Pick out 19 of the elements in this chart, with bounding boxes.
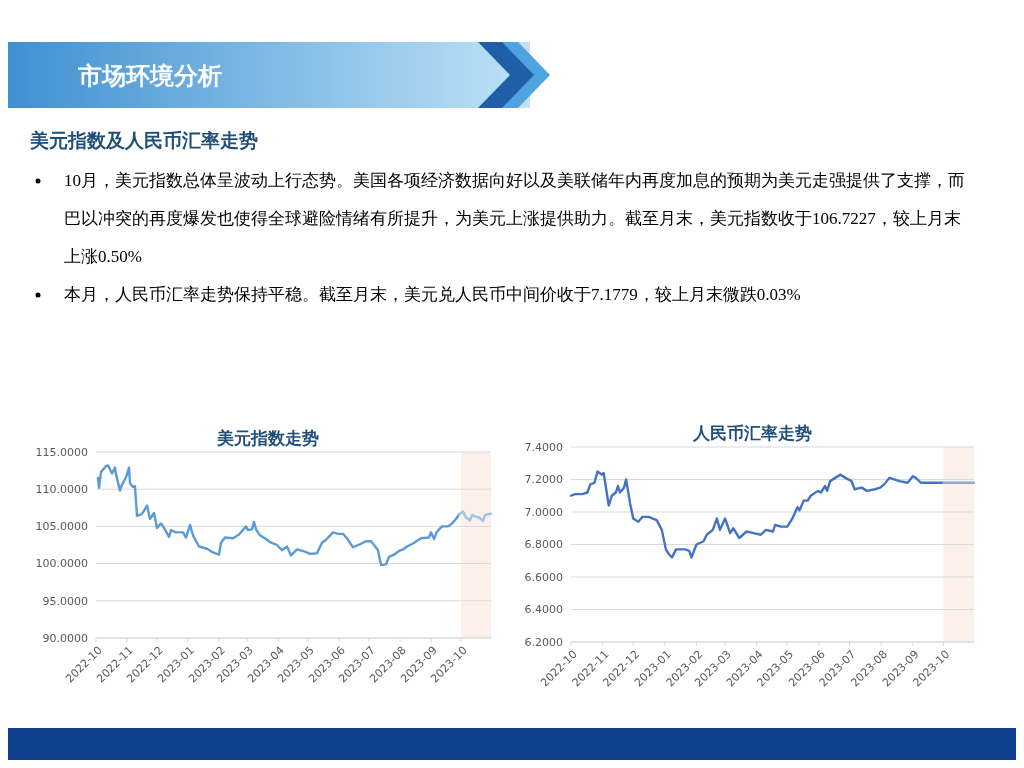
y-tick-label: 115.0000 [35,445,88,459]
y-tick-label: 6.6000 [524,570,563,584]
text: 本月，人民币汇率走势保持平稳。截至月末，美元兑人民币中间价收于7.1779，较上月末微跌0.03% [64,285,801,304]
y-tick-label: 7.4000 [524,440,563,454]
y-tick-label: 100.0000 [35,557,88,571]
y-tick-label: 7.2000 [524,473,563,487]
text: 市场环境分析 [77,62,222,90]
y-tick-label: 6.8000 [524,538,563,552]
y-tick-label: 6.4000 [524,603,563,617]
y-tick-label: 105.0000 [35,520,88,534]
text: 美元指数及人民币汇率走势 [29,129,258,151]
y-tick-label: 95.0000 [42,594,88,608]
y-tick-label: 6.2000 [524,635,563,649]
y-tick-label: 90.0000 [42,631,88,645]
chart-title: 美元指数走势 [216,428,319,448]
y-tick-label: 7.0000 [524,505,563,519]
y-tick-label: 110.0000 [35,483,88,497]
text: 10月，美元指数总体呈波动上行态势。美国各项经济数据向好以及美联储年内再度加息的预期为美元走强提供了支撑，而巴以冲突的再度爆发也使得全球避险情绪有所提升，为美元上涨提供助力。截至月末，美元指数收于106.7227，较上月末上涨0.50% [64,171,965,266]
chart-title: 人民币汇率走势 [691,423,812,443]
